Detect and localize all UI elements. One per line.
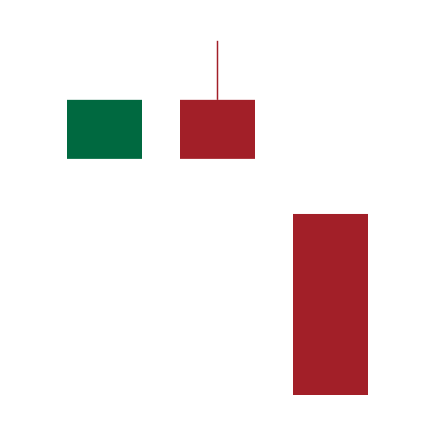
- candle-2-body: [180, 99, 255, 159]
- candle-1-body: [67, 99, 142, 159]
- candles-layer: [67, 40, 368, 395]
- candle-3: [293, 213, 368, 395]
- candle-1: [67, 99, 142, 159]
- candle-2: [180, 40, 255, 159]
- candle-3-body: [293, 213, 368, 395]
